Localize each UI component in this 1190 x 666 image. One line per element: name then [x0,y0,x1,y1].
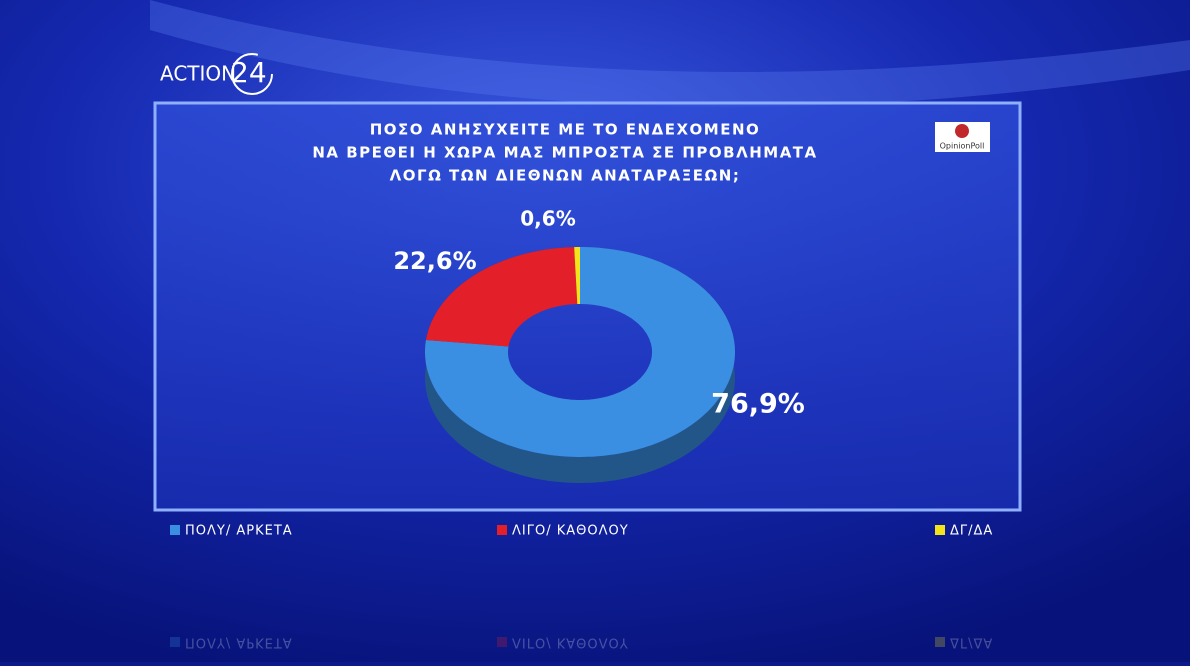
legend-swatch [170,525,180,535]
legend-swatch [935,525,945,535]
chart-title: ΝΑ ΒΡΕΘΕΙ Η ΧΩΡΑ ΜΑΣ ΜΠΡΟΣΤΑ ΣΕ ΠΡΟΒΛΗΜΑ… [312,144,817,162]
logo-ring [231,53,273,95]
legend-label: ΠΟΛΥ/ ΑΡΚΕΤΑ [185,524,293,539]
slice [426,247,578,347]
pollster-dot [955,124,969,138]
chart-title: ΠΟΣΟ ΑΝΗΣΥΧΕΙΤΕ ΜΕ ΤΟ ΕΝΔΕΧΟΜΕΝΟ [370,121,761,139]
chart-title: ΛΟΓΩ ΤΩΝ ΔΙΕΘΝΩΝ ΑΝΑΤΑΡΑΞΕΩΝ; [390,167,741,185]
legend-reflection: ΛΙΓΟ/ ΚΑΘΟΛΟΥ [512,635,629,650]
data-label: 0,6% [520,207,575,231]
legend-reflection-swatch [170,637,180,647]
swoosh [150,0,1190,107]
legend-reflection: ΔΓ/ΔΑ [950,635,993,650]
data-label: 22,6% [393,247,476,275]
legend-reflection-swatch [497,637,507,647]
slice [425,247,735,457]
logo-name: ACTION [160,62,236,86]
legend-label: ΔΓ/ΔΑ [950,524,993,539]
legend-label: ΛΙΓΟ/ ΚΑΘΟΛΟΥ [512,524,629,539]
slice [574,247,580,304]
data-label: 76,9% [711,389,805,420]
legend-reflection: ΠΟΛΥ/ ΑΡΚΕΤΑ [185,635,293,650]
pollster-name: OpinionPoll [940,142,985,151]
logo-number: 24 [231,56,267,89]
legend-swatch [497,525,507,535]
legend-reflection-swatch [935,637,945,647]
